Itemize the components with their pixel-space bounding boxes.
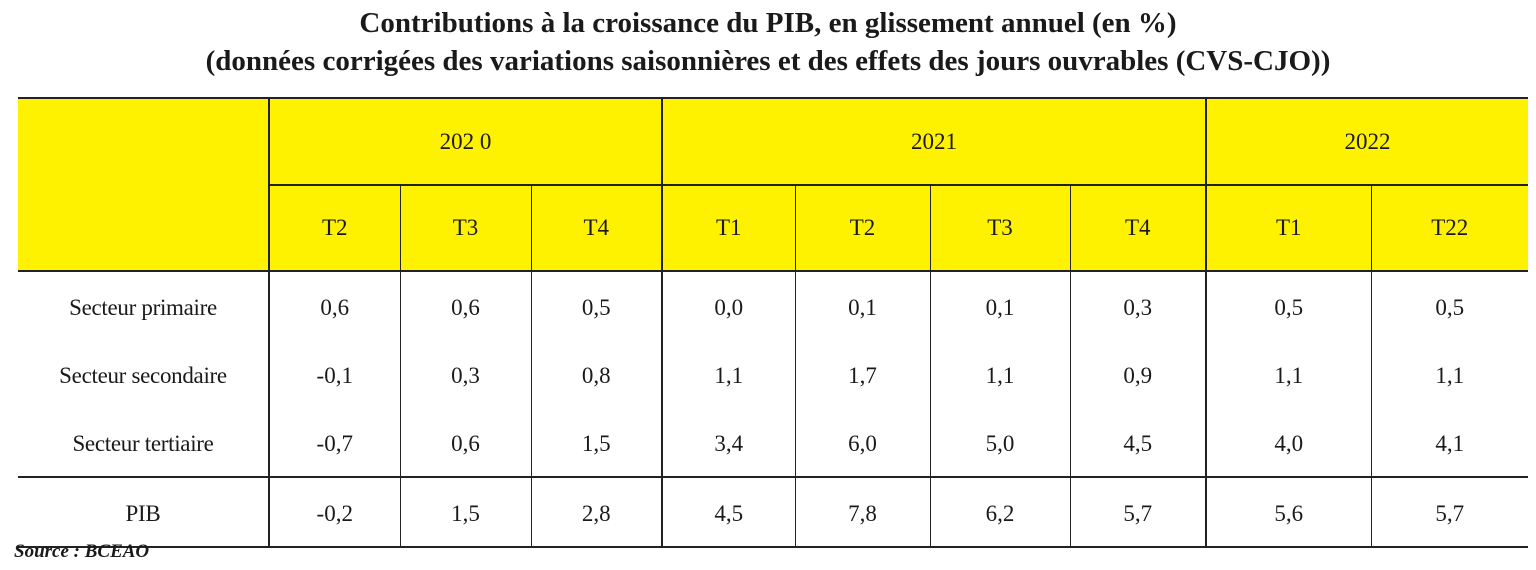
table-cell: 0,0	[661, 270, 796, 340]
row-label: PIB	[18, 476, 269, 548]
table-cell: 0,5	[530, 270, 663, 340]
quarter-header: T3	[929, 185, 1071, 271]
table-subtitle: (données corrigées des variations saison…	[205, 45, 1331, 77]
table-cell: 0,6	[399, 408, 531, 477]
table-cell: -0,2	[268, 476, 400, 548]
table-title: Contributions à la croissance du PIB, en…	[359, 7, 1177, 39]
table-cell: -0,1	[268, 340, 400, 408]
table-cell: 1,5	[530, 408, 663, 477]
table-cell: 2,8	[530, 476, 663, 548]
table-cell: 4,5	[1069, 408, 1207, 477]
table-cell: 0,3	[399, 340, 531, 408]
table-cell: 1,7	[794, 340, 931, 408]
table-cell: 0,9	[1069, 340, 1207, 408]
table-cell: 0,5	[1205, 270, 1372, 340]
table-cell: 0,3	[1069, 270, 1207, 340]
quarter-header: T1	[1205, 185, 1372, 271]
source-note: Source : BCEAO	[14, 541, 150, 562]
row-label: Secteur primaire	[18, 270, 269, 340]
table-row: Secteur tertiaire -0,7 0,6 1,5 3,4 6,0 5…	[18, 408, 1529, 477]
table-cell: 7,8	[794, 476, 931, 548]
quarter-header: T2	[268, 185, 400, 271]
table-cell: 1,1	[661, 340, 796, 408]
table-cell: 3,4	[661, 408, 796, 477]
quarter-header: T2	[794, 185, 931, 271]
table-row: Secteur secondaire -0,1 0,3 0,8 1,1 1,7 …	[18, 340, 1529, 408]
table-cell: 4,1	[1370, 408, 1529, 477]
quarter-header: T1	[661, 185, 796, 271]
header-corner-cell	[18, 97, 269, 272]
year-header-2022: 2022	[1205, 97, 1529, 186]
table-cell: -0,7	[268, 408, 400, 477]
row-label: Secteur tertiaire	[72, 431, 214, 456]
table-cell: 1,1	[1205, 340, 1372, 408]
table-cell: 0,8	[530, 340, 663, 408]
table-cell: 0,5	[1370, 270, 1529, 340]
year-header-2020: 202 0	[267, 97, 663, 186]
table-cell: 4,0	[1205, 408, 1372, 477]
table-cell: 0,6	[268, 270, 400, 340]
quarter-header: T4	[1069, 185, 1207, 271]
gdp-contributions-table: 202 0 2021 2022 T2 T3 T4 T1 T2 T3 T4 T1 …	[18, 97, 1529, 548]
row-label: Secteur secondaire	[59, 363, 227, 388]
table-cell: 1,1	[1370, 340, 1529, 408]
table-cell: 6,2	[929, 476, 1071, 548]
quarter-header: T22	[1370, 185, 1529, 271]
year-header-2021: 2021	[661, 97, 1207, 186]
table-row: Secteur primaire 0,6 0,6 0,5 0,0 0,1 0,1…	[18, 270, 1529, 340]
table-cell: 1,5	[399, 476, 531, 548]
quarter-header: T3	[399, 185, 531, 271]
quarter-header: T4	[530, 185, 663, 271]
table-row-total: PIB -0,2 1,5 2,8 4,5 7,8 6,2 5,7 5,6 5,7	[18, 476, 1529, 548]
table-cell: 6,0	[794, 408, 931, 477]
table-cell: 0,1	[794, 270, 931, 340]
table-cell: 1,1	[929, 340, 1071, 408]
table-cell: 5,7	[1069, 476, 1207, 548]
table-cell: 0,1	[929, 270, 1071, 340]
table-cell: 5,6	[1205, 476, 1372, 548]
table-cell: 4,5	[661, 476, 796, 548]
table-cell: 0,6	[399, 270, 531, 340]
table-cell: 5,0	[929, 408, 1071, 477]
table-cell: 5,7	[1370, 476, 1529, 548]
